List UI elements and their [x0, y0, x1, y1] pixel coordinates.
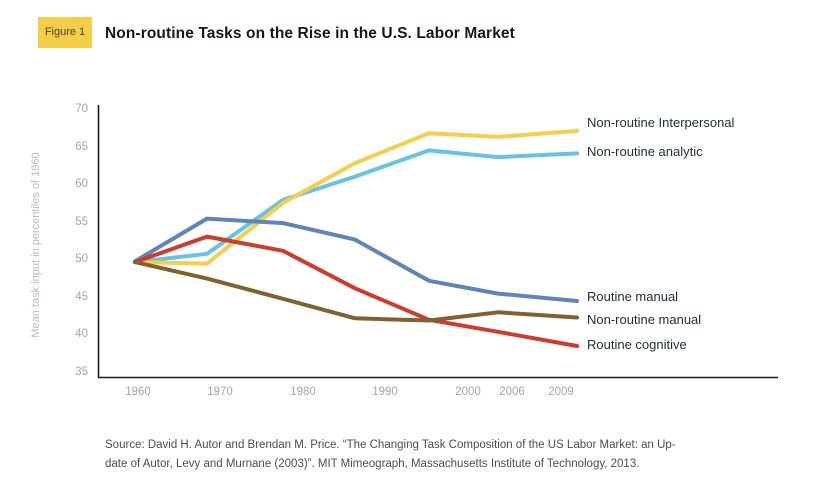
- series-line-routine-cognitive: [133, 234, 579, 348]
- series-label-non-routine-analytic: Non-routine analytic: [587, 144, 703, 159]
- series-label-non-routine-manual: Non-routine manual: [587, 312, 702, 327]
- source-line-1: Source: David H. Autor and Brendan M. Pr…: [105, 439, 676, 451]
- series-label-routine-manual: Routine manual: [587, 289, 679, 304]
- source-line-2: date of Autor, Levy and Murnane (2003)”.…: [105, 458, 640, 470]
- x-tick-label: 1960: [125, 386, 151, 398]
- x-tick-label: 1980: [290, 386, 316, 398]
- y-axis-title: Mean task input in percentiles of 1960: [30, 152, 42, 338]
- series-label-non-routine-interpersonal: Non-routine Interpersonal: [587, 115, 735, 130]
- y-tick-label: 65: [75, 141, 88, 153]
- y-tick-label: 40: [75, 328, 88, 340]
- source-note: Source: David H. Autor and Brendan M. Pr…: [105, 436, 735, 474]
- y-tick-label: 35: [75, 366, 88, 378]
- y-tick-label: 70: [75, 103, 88, 115]
- x-tick-label: 1970: [207, 386, 233, 398]
- series-line-non-routine-manual: [133, 260, 579, 323]
- series-line-non-routine-analytic: [133, 148, 579, 265]
- series-line-routine-manual: [133, 216, 579, 303]
- page-title: Non-routine Tasks on the Rise in the U.S…: [105, 25, 515, 42]
- y-tick-label: 60: [75, 178, 88, 190]
- y-tick-label: 50: [75, 253, 88, 265]
- x-tick-label: 2000: [455, 386, 481, 398]
- series-line-non-routine-interpersonal: [133, 128, 579, 266]
- x-tick-label: 2006: [499, 386, 525, 398]
- y-tick-label: 55: [75, 216, 88, 228]
- axes: [97, 105, 778, 379]
- figure-badge: Figure 1: [38, 17, 92, 48]
- x-tick-label: 1990: [372, 386, 398, 398]
- x-tick-label: 2009: [548, 386, 574, 398]
- series-label-routine-cognitive: Routine cognitive: [587, 337, 687, 352]
- y-tick-label: 45: [75, 291, 88, 303]
